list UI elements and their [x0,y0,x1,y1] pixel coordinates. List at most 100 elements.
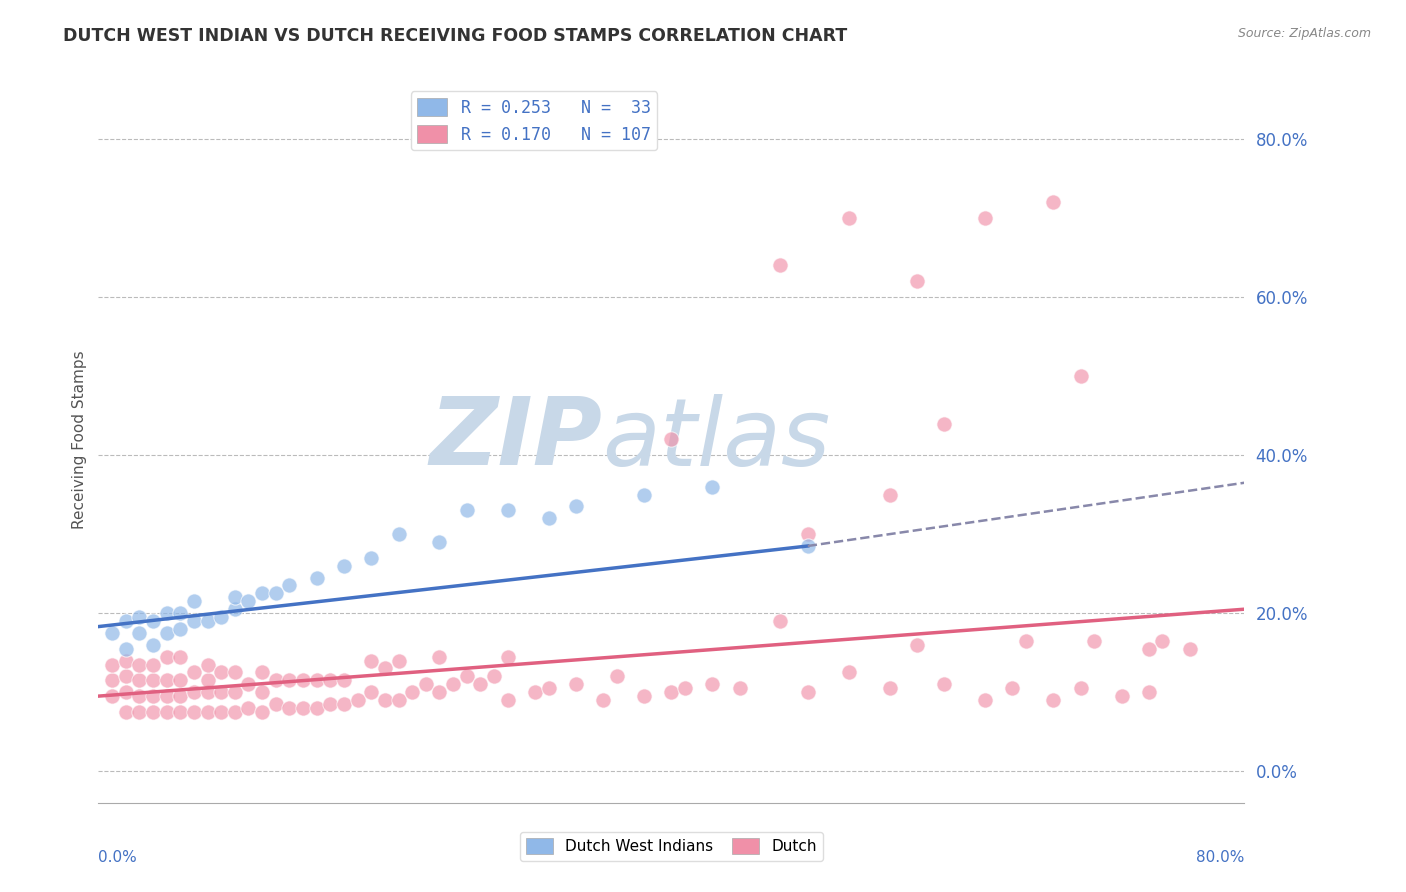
Point [101,626,124,640]
Point [224,591,246,605]
Point [496,649,519,664]
Point [305,673,328,688]
Point [728,681,751,696]
Point [183,614,205,628]
Point [305,571,328,585]
Point [209,665,232,680]
Point [592,693,614,707]
Point [387,654,409,668]
Point [333,697,356,711]
Point [319,697,342,711]
Point [183,685,205,699]
Text: ZIP: ZIP [430,393,603,485]
Point [1042,195,1064,210]
Point [292,701,315,715]
Point [838,665,860,680]
Point [101,689,124,703]
Point [797,539,820,553]
Point [278,673,301,688]
Point [209,705,232,719]
Point [661,433,683,447]
Point [387,693,409,707]
Point [169,689,191,703]
Point [128,705,150,719]
Point [142,657,165,672]
Point [128,610,150,624]
Point [264,586,287,600]
Point [169,705,191,719]
Point [333,558,356,573]
Point [224,665,246,680]
Point [169,622,191,636]
Point [250,586,273,600]
Point [360,685,382,699]
Point [183,594,205,608]
Point [1178,641,1201,656]
Point [429,535,451,549]
Point [224,705,246,719]
Point [387,527,409,541]
Point [633,488,655,502]
Point [1001,681,1024,696]
Point [1111,689,1133,703]
Point [224,685,246,699]
Point [156,649,179,664]
Point [456,503,478,517]
Point [470,677,492,691]
Point [101,673,124,688]
Point [305,701,328,715]
Point [633,689,655,703]
Point [209,685,232,699]
Point [415,677,437,691]
Point [209,610,232,624]
Point [1015,633,1038,648]
Point [197,657,219,672]
Point [1137,641,1160,656]
Point [101,657,124,672]
Point [250,665,273,680]
Point [319,673,342,688]
Point [264,673,287,688]
Point [183,705,205,719]
Y-axis label: Receiving Food Stamps: Receiving Food Stamps [72,350,87,529]
Point [169,649,191,664]
Point [360,550,382,565]
Point [238,701,260,715]
Point [238,594,260,608]
Point [156,689,179,703]
Point [128,626,150,640]
Point [250,685,273,699]
Point [142,673,165,688]
Point [537,681,560,696]
Point [523,685,546,699]
Point [441,677,464,691]
Point [797,527,820,541]
Point [661,685,683,699]
Point [769,614,792,628]
Point [128,657,150,672]
Point [264,697,287,711]
Point [250,705,273,719]
Point [496,503,519,517]
Point [565,500,588,514]
Point [1070,681,1092,696]
Point [374,661,396,675]
Point [565,677,588,691]
Point [156,673,179,688]
Point [114,614,136,628]
Point [1042,693,1064,707]
Point [142,705,165,719]
Point [702,480,724,494]
Point [934,677,956,691]
Point [429,685,451,699]
Point [1083,633,1105,648]
Text: atlas: atlas [603,393,831,485]
Point [224,602,246,616]
Point [114,669,136,683]
Point [482,669,505,683]
Point [429,649,451,664]
Point [169,606,191,620]
Point [292,673,315,688]
Point [537,511,560,525]
Point [838,211,860,225]
